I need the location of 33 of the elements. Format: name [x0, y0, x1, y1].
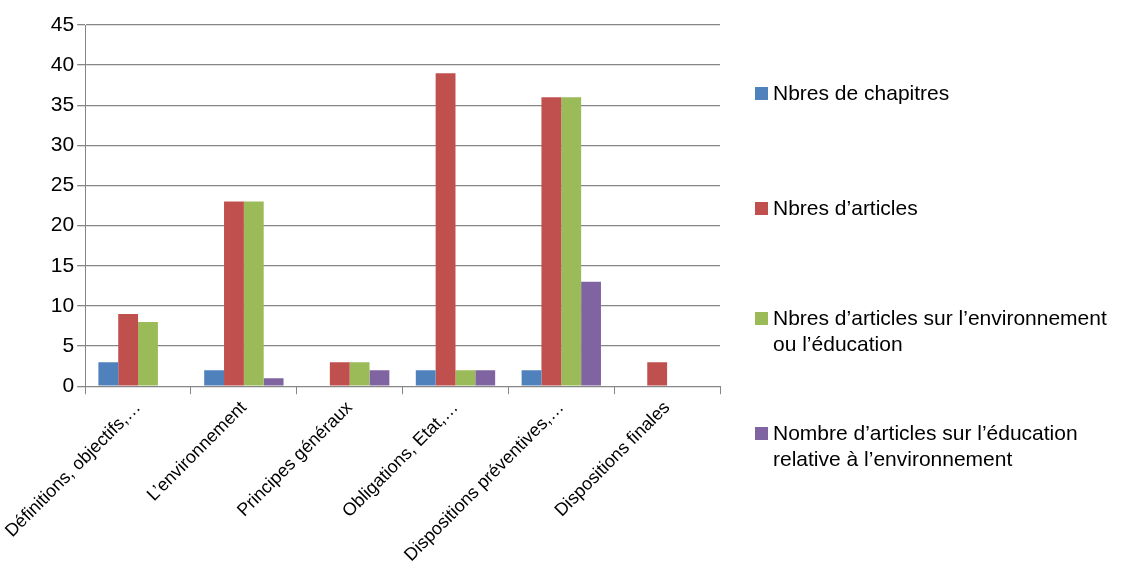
- legend-label: Nbres de chapitres: [773, 80, 950, 106]
- y-tick-label: 30: [50, 132, 75, 156]
- bar: [581, 281, 601, 386]
- bar: [138, 322, 158, 386]
- bar: [435, 73, 456, 386]
- bar: [475, 370, 496, 386]
- bar: [369, 370, 390, 386]
- bar: [98, 362, 119, 386]
- legend-label: Nbres d’articles: [773, 195, 918, 221]
- bar: [224, 201, 244, 386]
- y-tick-label: 45: [50, 11, 75, 35]
- y-tick-label: 10: [50, 292, 75, 316]
- bar: [118, 313, 139, 386]
- bar: [455, 370, 476, 386]
- legend-label: Nbres d’articles sur l’environnement ou l’éducation: [773, 305, 1108, 357]
- bar: [204, 370, 225, 386]
- bar: [561, 97, 582, 386]
- legend-label: Nombre d’articles sur l’éducation relative à l’environnement: [773, 420, 1079, 472]
- bar: [243, 201, 264, 386]
- bar: [647, 362, 668, 386]
- y-tick-label: 40: [50, 51, 75, 75]
- y-tick-label: 20: [50, 212, 75, 236]
- bar: [263, 378, 284, 386]
- bar: [329, 362, 350, 386]
- bar: [349, 362, 370, 386]
- y-tick-label: 5: [62, 332, 75, 356]
- y-tick-label: 25: [50, 172, 75, 196]
- bar: [541, 97, 562, 386]
- bar: [415, 370, 436, 386]
- bar: [521, 370, 542, 386]
- y-tick-label: 35: [50, 92, 75, 116]
- y-tick-label: 15: [50, 252, 75, 276]
- y-tick-label: 0: [62, 373, 75, 397]
